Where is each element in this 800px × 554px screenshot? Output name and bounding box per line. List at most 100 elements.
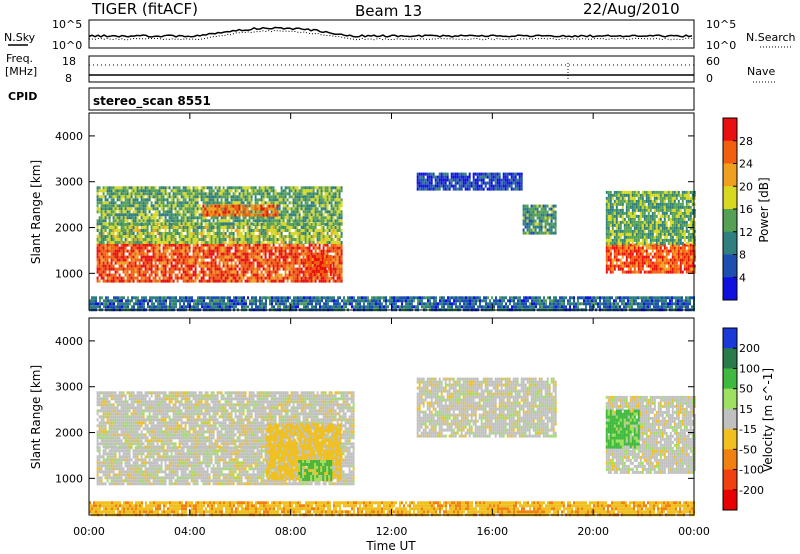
heatmap-cell: [226, 210, 229, 214]
heatmap-cell: [226, 195, 229, 199]
heatmap-cell: [166, 201, 169, 205]
heatmap-cell: [242, 235, 245, 238]
heatmap-cell: [306, 192, 309, 196]
heatmap-cell: [140, 189, 143, 193]
heatmap-cell: [641, 208, 644, 212]
heatmap-cell: [208, 192, 211, 196]
heatmap-cell: [222, 246, 225, 250]
heatmap-cell: [204, 252, 207, 256]
heatmap-cell: [306, 226, 309, 229]
heatmap-cell: [252, 189, 255, 193]
heatmap-cell: [284, 249, 287, 253]
heatmap-cell: [140, 267, 143, 271]
heatmap-cell: [206, 186, 209, 190]
heatmap-cell: [326, 238, 329, 241]
heatmap-cell: [689, 249, 692, 253]
heatmap-cell: [659, 261, 662, 265]
heatmap-cell: [170, 198, 173, 202]
heatmap-cell: [607, 241, 610, 245]
heatmap-cell: [110, 246, 113, 250]
heatmap-cell: [130, 276, 133, 280]
heatmap-cell: [134, 252, 137, 256]
heatmap-cell: [234, 210, 237, 214]
heatmap-cell: [180, 219, 183, 223]
heatmap-cell: [308, 252, 311, 256]
heatmap-cell: [204, 261, 207, 265]
heatmap-cell: [340, 219, 343, 223]
heatmap-cell: [132, 210, 135, 214]
heatmap-cell: [130, 213, 133, 217]
heatmap-cell: [210, 229, 213, 232]
heatmap-cell: [194, 241, 197, 244]
heatmap-cell: [208, 273, 211, 277]
heatmap-cell: [617, 211, 620, 215]
heatmap-cell: [274, 241, 277, 244]
heatmap-cell: [336, 264, 339, 268]
heatmap-cell: [508, 184, 511, 188]
heatmap-cell: [144, 201, 147, 205]
heatmap-cell: [540, 228, 543, 232]
heatmap-cell: [314, 222, 317, 226]
heatmap-cell: [102, 186, 105, 190]
heatmap-cell: [294, 258, 297, 262]
heatmap-cell: [266, 219, 269, 223]
heatmap-cell: [180, 195, 183, 199]
heatmap-cell: [268, 186, 271, 190]
heatmap-cell: [184, 229, 187, 232]
heatmap-cell: [192, 261, 195, 265]
heatmap-cell: [284, 192, 287, 196]
heatmap-cell: [102, 238, 105, 241]
heatmap-cell: [130, 229, 133, 232]
heatmap-cell: [260, 189, 263, 193]
heatmap-cell: [258, 267, 261, 271]
heatmap-cell: [424, 178, 427, 182]
heatmap-cell: [280, 255, 283, 259]
heatmap-cell: [232, 198, 235, 202]
heatmap-cell: [130, 219, 133, 223]
heatmap-cell: [238, 261, 241, 265]
heatmap-cell: [629, 229, 632, 233]
heatmap-cell: [190, 261, 193, 265]
heatmap-cell: [148, 238, 151, 241]
heatmap-cell: [216, 186, 219, 190]
heatmap-cell: [162, 279, 165, 283]
heatmap-cell: [108, 241, 111, 244]
heatmap-cell: [641, 255, 644, 259]
heatmap-cell: [292, 252, 295, 256]
heatmap-cell: [166, 279, 169, 283]
heatmap-cell: [198, 195, 201, 199]
heatmap-cell: [296, 249, 299, 253]
heatmap-cell: [142, 207, 145, 211]
heatmap-cell: [140, 213, 143, 217]
heatmap-cell: [176, 246, 179, 250]
heatmap-cell: [120, 243, 123, 247]
heatmap-cell: [234, 189, 237, 193]
heatmap-cell: [98, 198, 101, 202]
heatmap-cell: [320, 241, 323, 244]
heatmap-cell: [162, 226, 165, 229]
heatmap-cell: [164, 204, 167, 208]
heatmap-cell: [116, 229, 119, 232]
heatmap-cell: [236, 210, 239, 214]
heatmap-cell: [180, 216, 183, 220]
heatmap-cell: [334, 258, 337, 262]
heatmap-cell: [322, 243, 325, 247]
heatmap-cell: [214, 213, 217, 217]
heatmap-cell: [168, 279, 171, 283]
heatmap-cell: [322, 232, 325, 235]
heatmap-cell: [677, 249, 680, 253]
heatmap-cell: [140, 249, 143, 253]
heatmap-cell: [619, 223, 622, 227]
heatmap-cell: [172, 204, 175, 208]
heatmap-cell: [424, 184, 427, 188]
heatmap-cell: [156, 201, 159, 205]
heatmap-cell: [304, 249, 307, 253]
heatmap-cell: [288, 219, 291, 223]
heatmap-cell: [164, 222, 167, 226]
heatmap-cell: [232, 186, 235, 190]
heatmap-cell: [629, 243, 632, 247]
heatmap-cell: [152, 226, 155, 229]
heatmap-cell: [188, 246, 191, 250]
heatmap-cell: [162, 264, 165, 268]
heatmap-cell: [312, 222, 315, 226]
